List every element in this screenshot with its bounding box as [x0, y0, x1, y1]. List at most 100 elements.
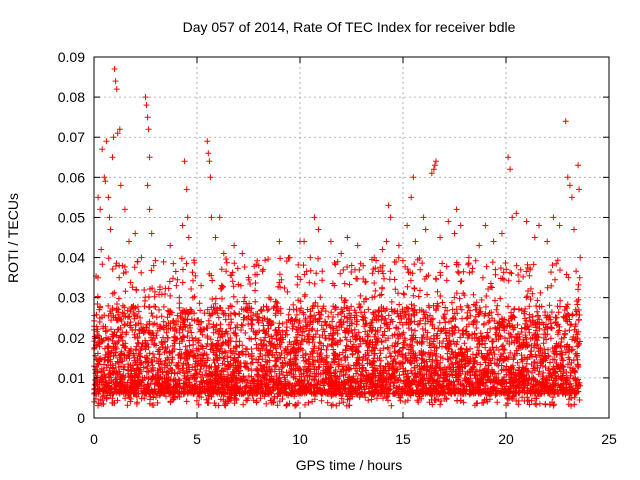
data-point — [454, 268, 461, 275]
data-point — [257, 307, 264, 314]
data-point — [495, 347, 502, 353]
data-point — [497, 265, 504, 272]
data-point — [455, 270, 462, 276]
data-point — [145, 369, 152, 375]
data-point — [571, 401, 578, 408]
data-point — [472, 257, 479, 264]
data-point — [530, 261, 537, 268]
data-point — [460, 268, 467, 275]
data-point — [264, 307, 271, 314]
data-point — [133, 393, 140, 400]
data-point — [439, 299, 446, 306]
data-point — [248, 367, 255, 374]
data-point — [384, 344, 391, 351]
data-point — [279, 320, 286, 327]
data-point — [295, 297, 302, 304]
data-point — [189, 269, 196, 276]
data-point — [109, 290, 116, 297]
data-point — [399, 257, 406, 264]
data-point — [477, 330, 484, 337]
data-point — [365, 333, 372, 339]
data-point — [269, 335, 276, 342]
data-point — [188, 329, 195, 336]
data-point — [176, 300, 183, 307]
data-point — [260, 266, 267, 273]
data-point — [401, 291, 408, 298]
data-point — [531, 359, 538, 366]
data-point — [124, 402, 131, 409]
data-point — [565, 274, 572, 281]
data-point — [212, 300, 219, 307]
data-point — [416, 306, 423, 313]
data-point — [160, 303, 167, 310]
data-point — [485, 319, 492, 326]
data-point — [535, 371, 542, 378]
data-point — [407, 357, 414, 363]
data-point — [214, 337, 221, 344]
data-point — [351, 326, 358, 333]
data-point — [388, 402, 395, 409]
data-point — [111, 289, 118, 296]
data-point — [354, 367, 361, 374]
data-point — [121, 304, 128, 311]
data-point — [473, 325, 480, 331]
data-point — [160, 258, 167, 265]
data-point — [416, 320, 423, 327]
data-point — [223, 256, 230, 262]
data-point — [523, 294, 530, 301]
data-point — [210, 329, 217, 336]
data-point — [115, 309, 122, 316]
data-point — [348, 389, 355, 396]
data-point — [183, 260, 190, 267]
data-point — [107, 389, 114, 396]
data-point — [365, 397, 372, 404]
data-point — [195, 401, 202, 408]
data-point — [379, 284, 386, 291]
data-point — [567, 322, 574, 328]
data-point — [330, 346, 337, 353]
data-point — [163, 329, 170, 336]
data-point — [155, 346, 162, 353]
data-point — [316, 339, 323, 346]
data-point — [489, 284, 495, 291]
data-point — [223, 268, 230, 275]
data-point — [303, 325, 309, 332]
data-point — [497, 332, 504, 339]
data-point — [379, 268, 386, 274]
data-point — [222, 349, 229, 356]
data-point — [494, 399, 501, 406]
data-point — [420, 357, 427, 364]
data-point — [339, 349, 346, 356]
data-point — [337, 270, 344, 277]
data-point — [388, 298, 395, 305]
data-point — [129, 284, 136, 291]
data-point — [572, 351, 579, 357]
data-point — [500, 342, 507, 349]
data-point — [209, 296, 216, 303]
data-point — [499, 275, 506, 282]
data-point — [380, 270, 387, 277]
data-point — [520, 273, 527, 280]
data-point — [377, 347, 384, 354]
data-point — [183, 398, 190, 405]
data-point — [443, 277, 450, 284]
data-point — [526, 272, 533, 279]
data-point — [227, 354, 234, 361]
data-point — [113, 345, 120, 352]
data-point — [241, 294, 248, 301]
data-point — [154, 327, 161, 334]
data-point — [414, 362, 421, 369]
data-point — [492, 271, 499, 278]
data-point — [119, 302, 126, 309]
data-point — [237, 282, 244, 289]
data-point — [112, 374, 119, 381]
data-point — [523, 371, 530, 378]
data-point — [158, 313, 165, 320]
data-point — [215, 314, 222, 321]
data-point — [454, 378, 461, 384]
data-point — [376, 292, 383, 299]
data-point — [286, 400, 293, 407]
data-point — [116, 274, 123, 281]
data-point — [253, 311, 259, 317]
